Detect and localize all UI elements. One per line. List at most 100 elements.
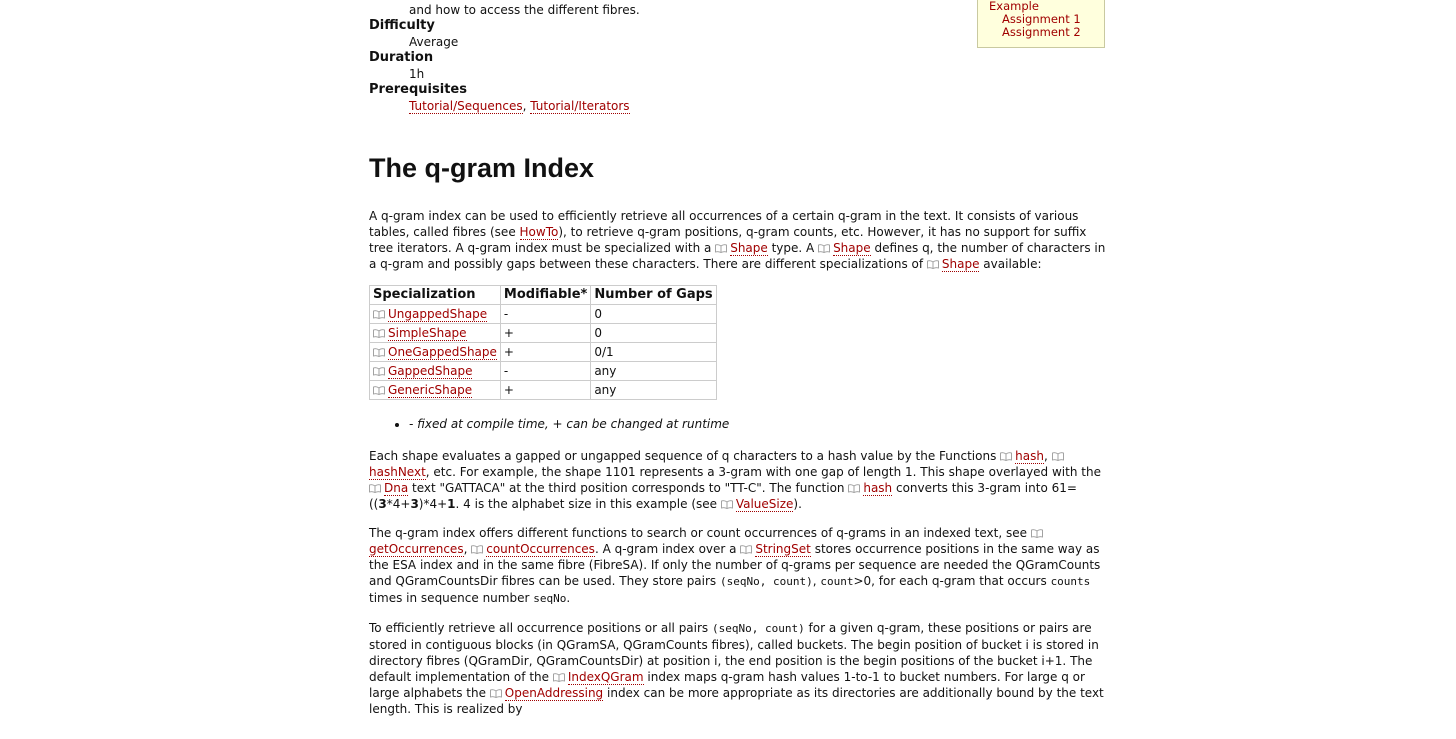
book-icon <box>1000 452 1013 461</box>
shape-table: Specialization Modifiable* Number of Gaps U… <box>369 285 717 400</box>
link[interactable]: Tutorial/Sequences <box>409 99 523 114</box>
toc-item[interactable]: Assignment 1 <box>1002 12 1081 26</box>
text: , <box>812 574 821 588</box>
metadata: Difficulty Average Duration 1h Prerequisites… <box>369 18 1107 114</box>
book-icon <box>1051 452 1064 461</box>
text: converts this 3-gram into 61=(( <box>369 481 1077 511</box>
text: >0, for each q-gram that occurs <box>853 574 1051 588</box>
link[interactable]: HowTo <box>519 225 559 240</box>
text: , <box>1043 449 1052 463</box>
toc-item[interactable]: Assignment 2 <box>1002 25 1081 39</box>
paragraph: Each shape evaluates a gapped or ungappe… <box>369 448 1107 512</box>
api-link[interactable]: Shape <box>833 241 871 256</box>
code: count <box>820 575 854 588</box>
cell: 0/1 <box>590 342 717 362</box>
api-link[interactable]: StringSet <box>755 542 811 557</box>
meta-desc: Average <box>409 34 1107 50</box>
meta-desc: Tutorial/Sequences, Tutorial/Iterators <box>409 98 1107 114</box>
text: *4+ <box>386 497 411 511</box>
api-link[interactable]: getOccurrences <box>369 542 464 557</box>
meta-term: Prerequisites <box>369 82 467 97</box>
cell: GappedShape <box>369 361 501 381</box>
paragraphs: Each shape evaluates a gapped or ungappe… <box>369 448 1107 717</box>
text: times in sequence number <box>369 591 534 605</box>
text: . <box>566 591 571 605</box>
book-icon <box>471 545 484 554</box>
bold-text: 3 <box>378 497 387 511</box>
book-icon <box>552 673 565 682</box>
text: . A q-gram index over a <box>594 542 741 556</box>
api-link[interactable]: IndexQGram <box>567 670 644 685</box>
api-link[interactable]: GenericShape <box>388 383 473 398</box>
book-icon <box>715 244 728 253</box>
paragraph: A q-gram index can be used to efficientl… <box>369 208 1107 272</box>
text: Each shape evaluates a gapped or ungappe… <box>369 449 1001 463</box>
text: defines q, the number of characters in a… <box>369 241 1106 271</box>
meta-term: Difficulty <box>369 18 435 33</box>
text: , <box>522 99 531 113</box>
text: available: <box>979 257 1042 271</box>
api-link[interactable]: Shape <box>730 241 768 256</box>
text: To efficiently retrieve all occurrence p… <box>369 621 712 635</box>
header-cell: Modifiable* <box>499 285 592 305</box>
note: - fixed at compile time, + can be change… <box>409 416 1107 432</box>
cell: any <box>590 361 717 381</box>
cell: OneGappedShape <box>369 342 501 362</box>
book-icon <box>373 386 385 395</box>
code: seqNo <box>533 592 567 605</box>
header-cell: Specialization <box>369 285 501 305</box>
cell: any <box>590 380 717 400</box>
api-link[interactable]: OpenAddressing <box>504 686 604 701</box>
toc-item[interactable]: Example <box>989 0 1039 13</box>
api-link[interactable]: ValueSize <box>735 497 794 512</box>
code: counts <box>1050 575 1091 588</box>
api-link[interactable]: OneGappedShape <box>388 345 497 360</box>
row: SimpleShape +0 <box>369 323 717 343</box>
api-link[interactable]: UngappedShape <box>388 307 488 322</box>
cell: SimpleShape <box>369 323 501 343</box>
api-link[interactable]: Dna <box>384 481 409 496</box>
book-icon <box>373 329 385 338</box>
header-row: Specialization Modifiable* Number of Gaps <box>369 285 717 305</box>
text: A q-gram index can be used to efficientl… <box>369 209 1079 239</box>
api-link[interactable]: hashNext <box>369 465 426 480</box>
text: Average <box>409 35 459 49</box>
api-link[interactable]: SimpleShape <box>388 326 467 341</box>
link[interactable]: Tutorial/Iterators <box>530 99 630 114</box>
cell: - <box>499 361 592 381</box>
bold-text: 1 <box>447 497 456 511</box>
paragraph: To efficiently retrieve all occurrence p… <box>369 620 1107 717</box>
book-icon <box>740 545 753 554</box>
book-icon <box>848 484 861 493</box>
header-cell: Number of Gaps <box>590 285 717 305</box>
text: ). <box>793 497 802 511</box>
paragraph: The q-gram index offers different functi… <box>369 525 1107 607</box>
book-icon <box>373 348 385 357</box>
cell: + <box>499 342 592 362</box>
text: text "GATTACA" at the third position cor… <box>408 481 849 495</box>
book-icon <box>373 310 385 319</box>
text: stores occurrence positions in the same … <box>369 542 1101 588</box>
row: OneGappedShape +0/1 <box>369 342 717 362</box>
api-link[interactable]: hash <box>1015 449 1044 464</box>
api-link[interactable]: hash <box>863 481 893 496</box>
api-link[interactable]: Shape <box>941 257 980 272</box>
text: , <box>463 542 472 556</box>
intro-fragment: and how to access the different fibres. <box>409 3 640 17</box>
api-link[interactable]: countOccurrences <box>486 542 595 557</box>
note-list: - fixed at compile time, + can be change… <box>369 416 1107 432</box>
meta-term: Duration <box>369 50 434 65</box>
cell: 0 <box>590 304 717 324</box>
code: (seqNo, count) <box>720 575 813 588</box>
book-icon <box>369 484 381 493</box>
text: 1h <box>409 67 425 81</box>
text: , etc. For example, the shape 1101 repre… <box>425 465 1101 479</box>
cell: 0 <box>590 323 717 343</box>
api-link[interactable]: GappedShape <box>388 364 473 379</box>
book-icon <box>373 367 385 376</box>
text: )*4+ <box>418 497 448 511</box>
text: ), to retrieve q-gram positions, q-gram … <box>369 225 1087 255</box>
table-of-contents: The q-gram IndexExampleAssignment 1Assig… <box>977 0 1105 48</box>
text: for a given q-gram, these positions or p… <box>369 621 1099 684</box>
cell: + <box>499 380 592 400</box>
